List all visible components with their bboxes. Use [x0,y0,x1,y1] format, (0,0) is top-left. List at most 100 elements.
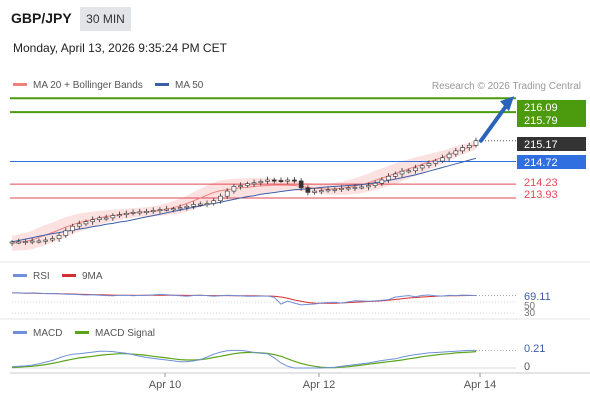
pivot-label: 214.72 [524,157,558,169]
candle-body [157,209,163,212]
legend-rsi-ma: 9MA [62,271,103,282]
x-tick-label: Apr 12 [303,379,335,391]
legend-macd: MACD [13,328,62,339]
resistance-1-label: 215.79 [524,115,558,127]
candle-body [419,165,425,169]
target-arrow-head [500,96,514,112]
legend-rsi: RSI [13,271,50,282]
candle-body [319,190,324,193]
candle-body [258,181,264,184]
chart-series-layer [9,96,516,369]
candle-body [97,217,102,221]
candle-body [433,160,438,164]
candle-body [399,170,405,175]
candle-body [359,186,364,189]
rsi-line [11,292,477,306]
candle-body [76,223,82,227]
candle-body [9,241,15,244]
candle-body [238,185,243,188]
macd-line [11,349,476,369]
candle-body [144,211,149,213]
legend-rsi-label: RSI [33,271,50,282]
macd-zero-label: 0 [524,361,530,373]
candle-body [292,179,297,182]
candle-body [197,203,203,206]
candle-body [453,150,459,155]
resistance-2-label: 216.09 [524,102,558,114]
candle-body [110,215,116,219]
candle-body [211,200,217,204]
candle-body [184,206,190,208]
candle-body [379,179,385,184]
candle-body [446,153,452,159]
candle-body [426,163,432,166]
candle-body [406,170,412,173]
x-tick-label: Apr 10 [149,379,181,391]
candle-body [393,173,398,177]
candle-body [332,188,338,191]
candle-body [50,238,55,241]
timeframe-button[interactable]: 30 MIN [80,7,131,31]
last-price-label: 215.17 [524,139,558,151]
candle-body [352,187,358,189]
legend-ma20: MA 20 + Bollinger Bands [13,80,143,91]
candle-body [265,179,270,182]
candle-body [218,195,223,202]
rsi-level-30-label: 30 [524,308,536,319]
macd-signal-swatch [75,330,89,334]
candle-body [56,235,62,239]
rsi-swatch [13,273,27,277]
rsi-level-50-label: 50 [524,301,536,312]
candle-body [271,179,277,182]
candle-body [191,204,196,207]
legend-macd-signal-label: MACD Signal [95,328,156,339]
candle-body [372,182,378,186]
ma50-swatch [155,82,169,86]
candle-body [103,217,109,220]
x-tick-label: Apr 14 [464,379,496,391]
candle-body [231,186,237,192]
pivot-label-bg [517,155,586,169]
legend-macd-label: MACD [33,328,63,339]
candle-body [251,182,257,185]
ma50-line [11,157,477,243]
rsi-ma-swatch [62,273,76,277]
candle-body [177,207,183,210]
research-credit: Research © 2026 Trading Central [431,81,581,92]
last-price-label-bg [517,137,586,151]
candle-body [150,210,156,212]
candle-body [23,241,28,243]
symbol-title: GBP/JPY [11,10,72,26]
support-2-label: 213.93 [524,189,558,201]
candle-body [386,175,391,181]
candle-body [130,212,136,214]
candle-body [366,185,371,188]
candle-body [124,212,129,215]
candle-body [440,157,445,162]
candle-body [16,241,22,244]
ma20-swatch [13,82,27,86]
macd-swatch [13,330,27,334]
candle-body [245,183,250,186]
candle-body [43,239,48,242]
candle-body [466,145,472,148]
candle-body [298,180,304,189]
resistance-1-label-bg [517,113,586,127]
legend-ma50-label: MA 50 [175,80,204,91]
candle-body [63,230,69,236]
candle-body [285,179,291,182]
legend-ma50: MA 50 [155,80,203,91]
datetime-text: Monday, April 13, 2026 9:35:24 PM CET [13,41,227,55]
macd-value-label: 0.21 [524,343,545,355]
target-arrow-shaft [479,104,508,143]
bollinger-band [12,140,476,251]
candle-body [473,140,479,146]
candle-body [83,221,89,225]
candle-body [36,240,42,243]
candle-body [164,208,169,211]
candle-body [70,225,75,232]
support-1-label: 214.23 [524,177,558,189]
candle-body [325,189,331,192]
resistance-2-label-bg [517,100,586,114]
